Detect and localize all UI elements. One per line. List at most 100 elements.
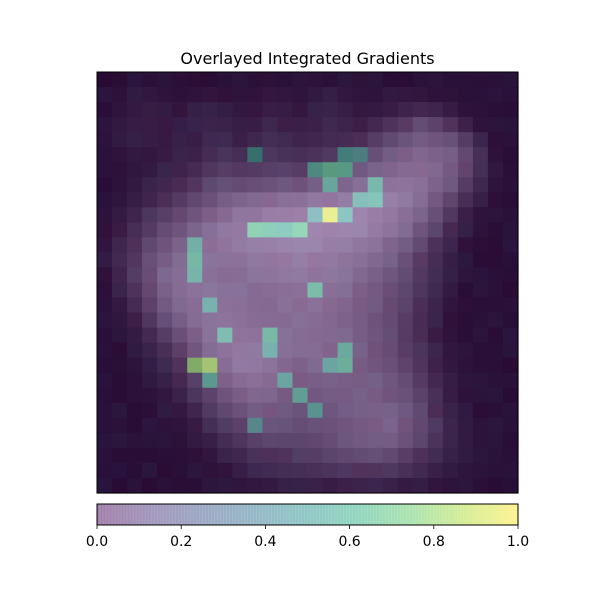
heatmap-cell (157, 357, 173, 374)
heatmap-cell (442, 177, 459, 193)
heatmap-cell (457, 222, 474, 238)
heatmap-cell (472, 117, 489, 133)
heatmap-cell (487, 372, 504, 389)
heatmap-cell (427, 102, 444, 118)
heatmap-cell (322, 222, 339, 238)
heatmap-cell (217, 207, 233, 223)
heatmap-cell (322, 402, 339, 419)
heatmap-cell (247, 312, 263, 329)
heatmap-cell (352, 117, 369, 133)
heatmap-cell (127, 222, 143, 238)
heatmap-cell (232, 222, 248, 238)
heatmap-cell (502, 102, 519, 118)
heatmap-cell (157, 282, 173, 299)
heatmap-cell (262, 297, 279, 314)
heatmap-cell (142, 312, 158, 329)
heatmap-cell (487, 462, 504, 479)
heatmap-cell (277, 402, 294, 419)
heatmap-cell (232, 162, 248, 178)
heatmap-cell (427, 207, 444, 223)
heatmap-cell (262, 192, 279, 208)
heatmap-cell (172, 72, 188, 88)
heatmap-cell (187, 372, 203, 389)
heatmap-cell (262, 237, 279, 254)
heatmap-cell (262, 162, 279, 178)
heatmap-cell (382, 402, 399, 419)
heatmap-cell (427, 387, 444, 404)
heatmap-cell (97, 87, 113, 103)
heatmap-cell (157, 417, 173, 434)
heatmap-cell (487, 267, 504, 284)
heatmap-cell (352, 177, 369, 193)
heatmap-cell (412, 267, 429, 284)
heatmap-cell (142, 222, 158, 238)
heatmap-cell (337, 237, 354, 254)
heatmap-cell (112, 222, 128, 238)
heatmap-cell (427, 117, 444, 133)
heatmap-cell (217, 477, 233, 494)
heatmap-cell (172, 447, 188, 464)
heatmap-cell (412, 312, 429, 329)
heatmap-cell (262, 402, 279, 419)
heatmap-cell (397, 102, 414, 118)
heatmap-cell (277, 282, 294, 299)
heatmap-cell (292, 402, 309, 419)
heatmap-cell (502, 372, 519, 389)
heatmap-cell (412, 342, 429, 359)
heatmap-cell (397, 252, 414, 269)
heatmap-cell (127, 402, 143, 419)
heatmap-cell (472, 342, 489, 359)
heatmap-cell (127, 342, 143, 359)
heatmap-cell (427, 312, 444, 329)
heatmap-cell (202, 297, 218, 314)
heatmap-cell (277, 447, 294, 464)
heatmap-cell (457, 342, 474, 359)
heatmap-cell (262, 282, 279, 299)
colorbar-tick-label: 0.6 (338, 534, 360, 550)
heatmap-cell (397, 357, 414, 374)
heatmap-cell (202, 102, 218, 118)
heatmap-cell (187, 237, 203, 254)
heatmap-cell (457, 357, 474, 374)
heatmap-cell (412, 477, 429, 494)
heatmap-cell (442, 297, 459, 314)
heatmap-cell (367, 462, 384, 479)
heatmap-cell (292, 357, 309, 374)
heatmap-cell (247, 192, 263, 208)
heatmap-cell (397, 372, 414, 389)
colorbar-ticks: 0.0 0.2 0.4 0.6 0.8 1.0 (86, 525, 529, 550)
heatmap-cell (172, 477, 188, 494)
heatmap-cell (442, 387, 459, 404)
heatmap-cell (217, 87, 233, 103)
heatmap-cell (442, 117, 459, 133)
heatmap-cell (472, 207, 489, 223)
colorbar-tick-label: 0.0 (86, 534, 108, 550)
heatmap-cell (352, 312, 369, 329)
heatmap-cell (112, 177, 128, 193)
heatmap-cell (457, 237, 474, 254)
heatmap-cell (97, 327, 113, 344)
heatmap-cell (232, 327, 248, 344)
heatmap-cell (472, 462, 489, 479)
heatmap-cell (487, 417, 504, 434)
heatmap-cell (187, 327, 203, 344)
heatmap-cell (397, 417, 414, 434)
heatmap-cell (382, 87, 399, 103)
heatmap-cell (217, 297, 233, 314)
heatmap-cell (322, 147, 339, 163)
heatmap-cell (397, 342, 414, 359)
heatmap-cell (397, 282, 414, 299)
heatmap-cell (382, 282, 399, 299)
heatmap-cell (262, 327, 279, 344)
heatmap-cell (412, 132, 429, 148)
heatmap-cell (172, 222, 188, 238)
heatmap-cell (262, 417, 279, 434)
heatmap-cell (142, 177, 158, 193)
heatmap-cell (187, 87, 203, 103)
heatmap-cell (127, 147, 143, 163)
heatmap-cell (307, 222, 324, 238)
heatmap-cell (157, 132, 173, 148)
heatmap-cell (187, 252, 203, 269)
heatmap-cell (97, 447, 113, 464)
heatmap-cell (127, 72, 143, 88)
